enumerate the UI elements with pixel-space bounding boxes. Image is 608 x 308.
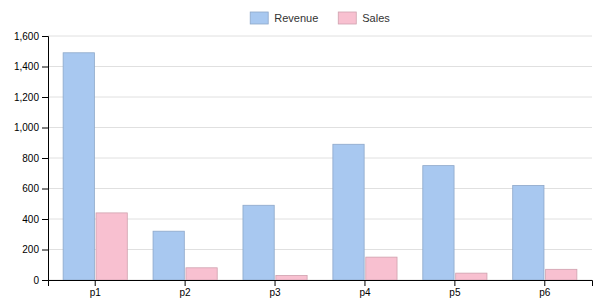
y-tick-label: 1,600	[14, 31, 39, 42]
bar	[153, 231, 184, 280]
y-tick-label: 200	[22, 244, 39, 255]
plot: 02004006008001,0001,2001,4001,600p1p2p3p…	[14, 31, 593, 298]
x-tick-label: p4	[359, 287, 371, 298]
x-axis: p1 p2 p3 p4 p5 p6	[49, 280, 593, 298]
bar	[366, 257, 397, 280]
bar	[96, 213, 127, 280]
y-tick-mark	[42, 189, 48, 190]
grid-line	[48, 188, 592, 189]
y-tick-label: 0	[33, 275, 39, 286]
bar	[186, 268, 217, 280]
y-tick: 1,200	[14, 92, 48, 103]
y-tick: 400	[22, 214, 48, 225]
x-tick-mark	[95, 280, 96, 286]
legend-item: Sales	[338, 12, 390, 24]
y-tick-label: 1,200	[14, 92, 39, 103]
legend-item: Revenue	[250, 12, 318, 24]
x-tick: p2	[180, 280, 192, 298]
x-tick: p5	[449, 280, 461, 298]
bar	[333, 144, 364, 280]
y-tick: 1,400	[14, 61, 48, 72]
y-tick-mark	[42, 250, 48, 251]
bar	[276, 275, 307, 280]
grid-line	[48, 97, 592, 98]
grid-line	[48, 249, 592, 250]
y-tick: 800	[22, 153, 48, 164]
legend-label: Revenue	[274, 12, 318, 24]
y-tick: 0	[33, 275, 48, 286]
x-tick-label: p2	[180, 287, 192, 298]
x-tick: p6	[539, 280, 551, 298]
y-tick: 1,000	[14, 122, 48, 133]
bar	[243, 205, 274, 280]
grid-line	[48, 127, 592, 128]
y-tick-label: 1,000	[14, 122, 39, 133]
x-tick: p3	[269, 280, 281, 298]
bar	[546, 269, 577, 280]
x-tick-label: p5	[449, 287, 461, 298]
y-axis-line	[42, 37, 49, 281]
x-tick-label: p1	[90, 287, 102, 298]
x-tick-mark	[544, 280, 545, 286]
chart: 02004006008001,0001,2001,4001,600p1p2p3p…	[0, 0, 608, 308]
x-axis-line	[49, 281, 593, 287]
x-tick: p1	[90, 280, 102, 298]
grid	[48, 36, 592, 280]
y-tick: 200	[22, 244, 48, 255]
y-tick-mark	[42, 36, 48, 37]
x-tick-mark	[275, 280, 276, 286]
y-tick-label: 1,400	[14, 61, 39, 72]
x-tick-mark	[454, 280, 455, 286]
bar	[456, 273, 487, 280]
y-tick-label: 400	[22, 214, 39, 225]
bar-series	[96, 213, 577, 280]
grid-line	[48, 66, 592, 67]
x-tick-label: p3	[269, 287, 281, 298]
y-tick-mark	[42, 219, 48, 220]
y-tick: 600	[22, 183, 48, 194]
grid-line	[48, 219, 592, 220]
legend-label: Sales	[362, 12, 390, 24]
bars	[63, 53, 577, 280]
y-tick-mark	[42, 158, 48, 159]
y-tick: 1,600	[14, 31, 48, 42]
grid-line	[48, 158, 592, 159]
bar	[513, 185, 544, 280]
x-tick-label: p6	[539, 287, 551, 298]
y-tick-mark	[42, 280, 48, 281]
grid-line	[48, 36, 592, 37]
x-tick: p4	[359, 280, 371, 298]
legend-swatch	[250, 12, 268, 24]
bar-series	[63, 53, 544, 280]
y-tick-mark	[42, 128, 48, 129]
bar	[423, 166, 454, 280]
y-tick-mark	[42, 97, 48, 98]
y-tick-label: 600	[22, 183, 39, 194]
legend-swatch	[338, 12, 356, 24]
y-tick-mark	[42, 67, 48, 68]
x-tick-mark	[185, 280, 186, 286]
bar	[63, 53, 94, 280]
legend: Revenue Sales	[250, 12, 390, 24]
x-tick-mark	[364, 280, 365, 286]
y-tick-label: 800	[22, 153, 39, 164]
y-axis: 0 200 400 600 800 1,000 1,200 1,400 1,600	[14, 31, 49, 286]
